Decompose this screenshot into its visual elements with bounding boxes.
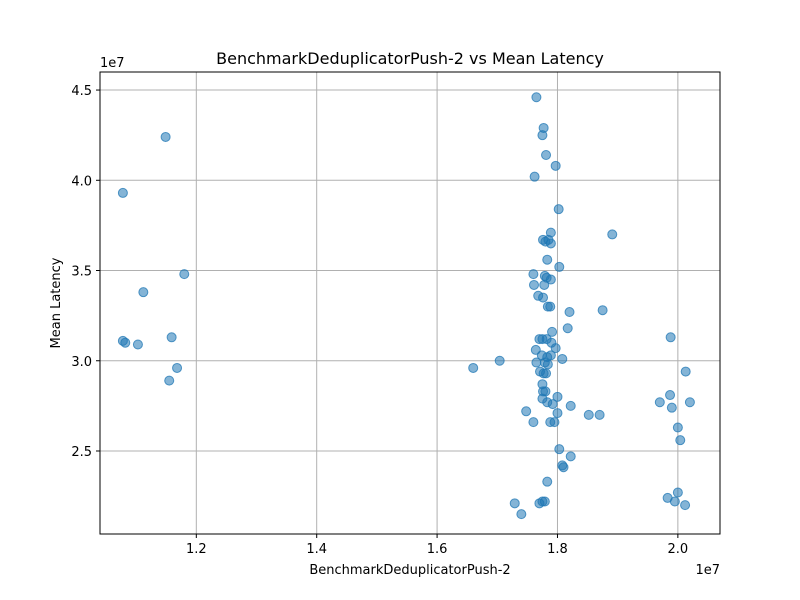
data-point [537, 130, 548, 141]
data-point [547, 326, 558, 337]
data-point [468, 362, 479, 373]
x-tick-label: 1.2 [186, 542, 207, 557]
data-point [538, 292, 549, 303]
data-point [554, 444, 565, 455]
y-tick-label: 3.0 [71, 355, 92, 370]
x-offset-label: 1e7 [695, 563, 720, 578]
data-point [509, 498, 520, 509]
data-point [516, 509, 527, 520]
data-point [666, 402, 677, 413]
data-point [565, 400, 576, 411]
data-point [542, 254, 553, 265]
data-point [120, 337, 131, 348]
data-point [654, 397, 665, 408]
data-point [541, 368, 552, 379]
data-point [132, 339, 143, 350]
data-point [529, 279, 539, 290]
data-point [166, 332, 177, 343]
data-point [665, 390, 676, 401]
data-point [554, 261, 565, 272]
data-point [594, 409, 605, 420]
x-tick-label: 1.6 [427, 542, 448, 557]
data-point [564, 307, 575, 318]
data-point [160, 131, 171, 142]
y-axis-label: Mean Latency [49, 257, 64, 348]
data-point [665, 332, 676, 343]
data-point [558, 462, 569, 473]
data-point [607, 229, 618, 240]
data-point [138, 287, 149, 298]
data-points [117, 92, 695, 520]
x-tick-label: 1.8 [547, 542, 568, 557]
data-point [547, 399, 558, 410]
axis-ticks: 1.2 1.4 1.6 1.8 2.0 2.5 3.0 3.5 4.0 4.5 [71, 84, 688, 557]
data-point [680, 500, 691, 511]
data-point [550, 343, 561, 354]
data-point [545, 301, 556, 312]
y-tick-label: 4.0 [71, 174, 92, 189]
data-point [583, 409, 594, 420]
y-offset-label: 1e7 [100, 56, 125, 71]
data-point [521, 406, 532, 417]
data-point [531, 92, 542, 103]
data-point [117, 187, 128, 198]
data-point [542, 476, 553, 487]
data-point [557, 353, 568, 364]
y-tick-label: 4.5 [71, 84, 92, 99]
data-point [553, 204, 564, 215]
data-point [672, 487, 683, 498]
x-axis-label: BenchmarkDeduplicatorPush-2 [309, 563, 510, 578]
data-point [172, 362, 183, 373]
data-point [680, 366, 691, 377]
x-tick-label: 2.0 [668, 542, 689, 557]
data-point [539, 279, 550, 290]
chart-title: BenchmarkDeduplicatorPush-2 vs Mean Late… [216, 49, 604, 68]
data-point [179, 269, 190, 280]
data-point [550, 160, 561, 171]
x-tick-label: 1.4 [306, 542, 327, 557]
data-point [494, 355, 505, 366]
data-point [164, 375, 175, 386]
data-point [672, 422, 683, 433]
plot-frame [99, 71, 721, 535]
data-point [549, 417, 560, 428]
data-point [545, 274, 556, 285]
data-point [675, 435, 686, 446]
y-tick-label: 3.5 [71, 265, 92, 280]
y-tick-label: 2.5 [71, 445, 92, 460]
data-point [552, 408, 563, 419]
data-point [552, 391, 563, 402]
data-point [539, 496, 550, 507]
data-point [541, 150, 552, 161]
data-point [531, 357, 542, 368]
data-point [565, 451, 576, 462]
data-point [545, 350, 556, 361]
data-point [562, 323, 573, 334]
data-point [529, 171, 540, 182]
grid-lines [100, 72, 720, 534]
data-point [528, 269, 539, 280]
data-point [597, 305, 608, 316]
data-point [528, 417, 539, 428]
data-point [545, 238, 556, 249]
data-point [542, 359, 553, 370]
data-point [684, 397, 695, 408]
data-point [669, 496, 680, 507]
